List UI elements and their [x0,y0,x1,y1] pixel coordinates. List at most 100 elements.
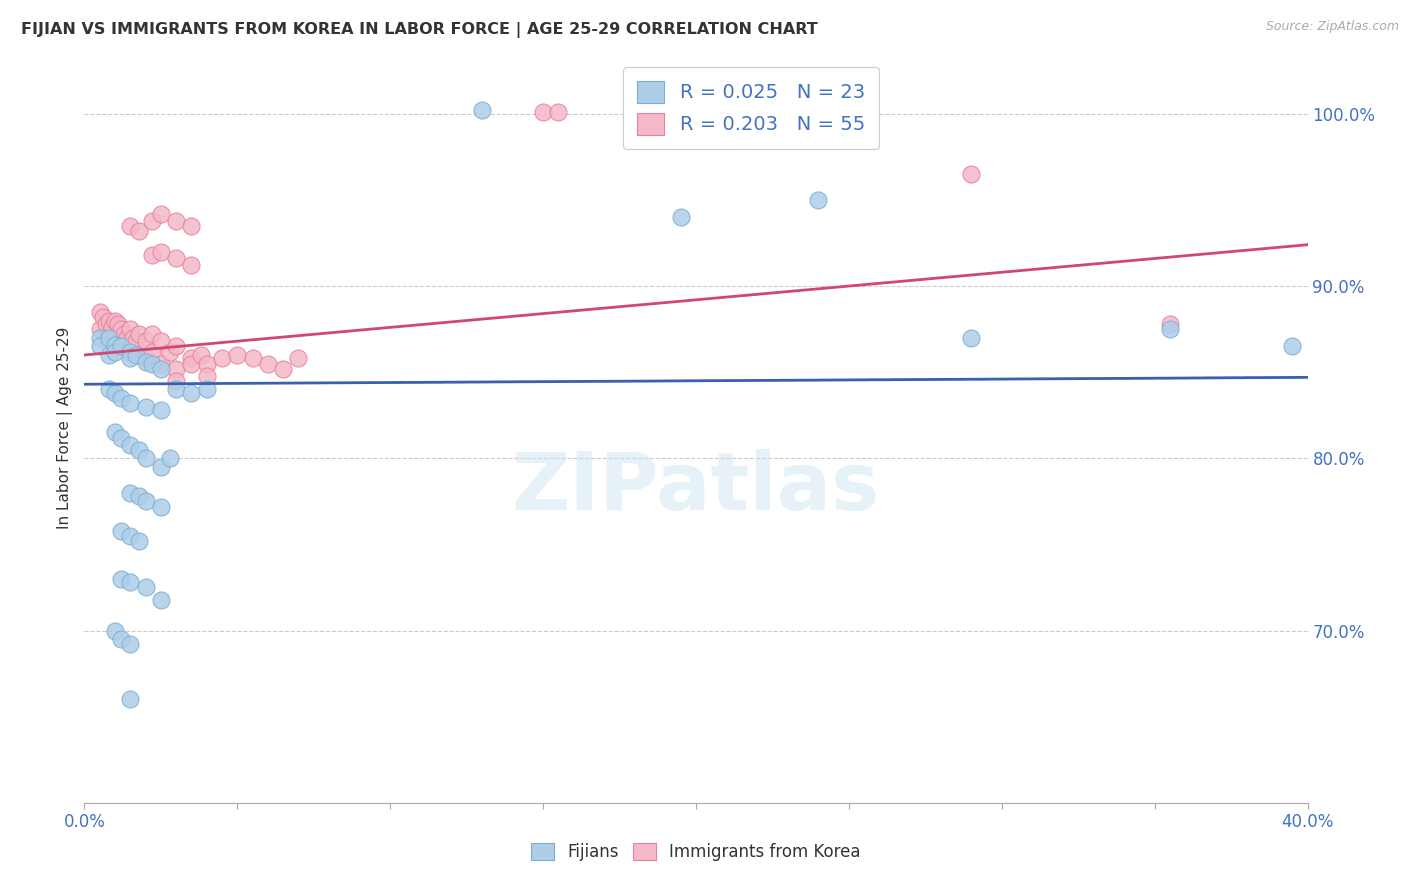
Point [120,344,142,359]
Point [141,213,163,227]
Point [1159,322,1181,336]
Point [94,317,117,331]
Point [159,451,181,466]
Point [135,400,157,414]
Point [669,210,692,224]
Point [110,322,132,336]
Point [107,317,129,331]
Point [128,224,150,238]
Point [180,351,202,366]
Point [97,348,120,362]
Point [471,103,494,118]
Text: FIJIAN VS IMMIGRANTS FROM KOREA IN LABOR FORCE | AGE 25-29 CORRELATION CHART: FIJIAN VS IMMIGRANTS FROM KOREA IN LABOR… [21,22,818,38]
Point [120,575,142,590]
Point [110,334,132,348]
Point [120,396,142,410]
Point [135,351,157,366]
Point [165,374,187,388]
Point [120,351,142,366]
Point [120,637,142,651]
Point [159,344,181,359]
Point [190,348,212,362]
Point [120,344,142,359]
Point [120,437,142,451]
Point [110,572,132,586]
Point [149,357,172,371]
Point [89,322,111,336]
Point [115,331,138,345]
Point [120,322,142,336]
Point [128,442,150,457]
Point [128,489,150,503]
Point [91,310,114,324]
Point [120,692,142,706]
Point [180,259,202,273]
Point [1159,317,1181,331]
Point [141,344,163,359]
Point [257,357,280,371]
Point [165,383,187,397]
Point [104,624,127,638]
Y-axis label: In Labor Force | Age 25-29: In Labor Force | Age 25-29 [56,327,73,529]
Point [135,494,157,508]
Point [960,331,983,345]
Point [110,632,132,647]
Point [110,431,132,445]
Point [287,351,309,366]
Point [120,529,142,543]
Point [120,485,142,500]
Point [180,219,202,233]
Point [242,351,264,366]
Point [122,331,145,345]
Point [128,348,150,362]
Point [149,592,172,607]
Point [149,459,172,474]
Point [135,334,157,348]
Point [125,348,148,362]
Point [165,339,187,353]
Point [1281,339,1303,353]
Point [104,337,127,351]
Point [271,361,294,376]
Point [141,357,163,371]
Point [110,524,132,538]
Point [104,331,127,345]
Point [547,105,569,120]
Point [165,252,187,266]
Point [180,385,202,400]
Point [97,331,120,345]
Point [120,219,142,233]
Point [110,339,132,353]
Point [104,344,127,359]
Point [135,451,157,466]
Point [97,383,120,397]
Point [135,581,157,595]
Point [960,167,983,181]
Point [89,339,111,353]
Point [110,391,132,405]
Point [226,348,249,362]
Point [104,425,127,440]
Point [141,327,163,342]
Point [195,383,218,397]
Point [89,331,111,345]
Point [141,248,163,262]
Point [128,533,150,548]
Text: Source: ZipAtlas.com: Source: ZipAtlas.com [1265,20,1399,33]
Point [149,361,172,376]
Point [149,500,172,514]
Point [165,213,187,227]
Point [195,368,218,383]
Point [195,357,218,371]
Point [531,105,554,120]
Point [149,207,172,221]
Point [104,385,127,400]
Point [807,193,830,207]
Point [211,351,233,366]
Point [101,320,124,334]
Point [97,327,120,342]
Point [149,244,172,259]
Point [125,334,148,348]
Point [135,355,157,369]
Point [112,327,135,342]
